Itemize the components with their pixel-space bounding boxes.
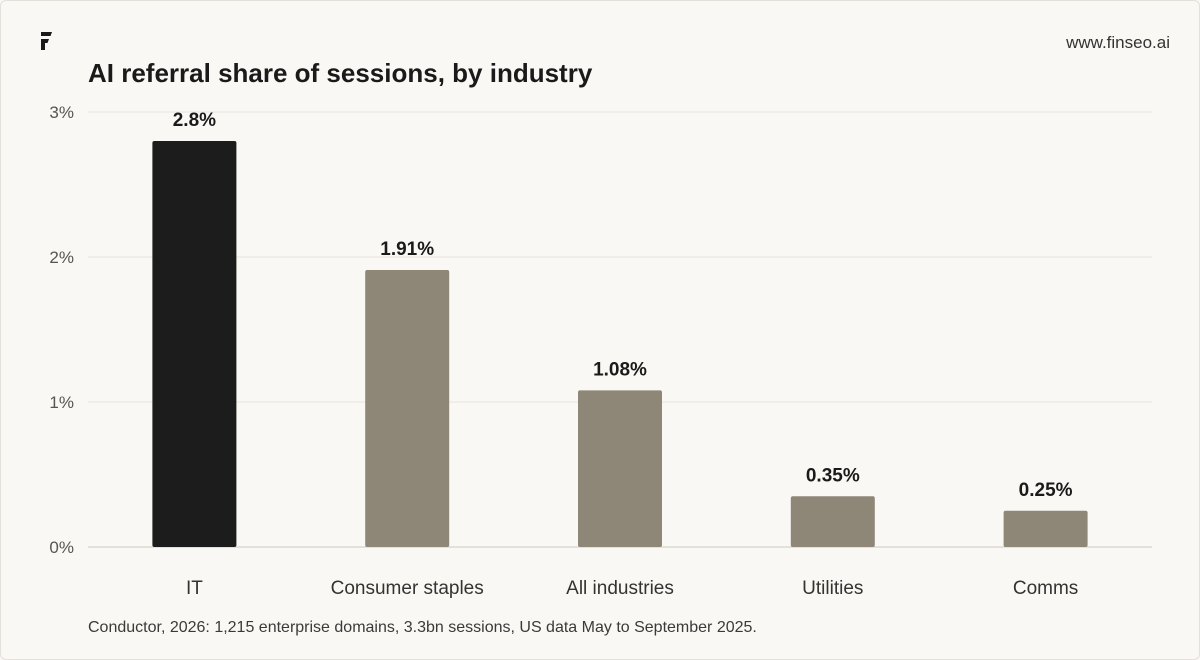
x-category-label: Comms [1013, 578, 1078, 599]
chart-title: AI referral share of sessions, by indust… [88, 58, 593, 88]
y-tick-label: 3% [49, 103, 74, 122]
bar-value-label: 0.35% [806, 465, 860, 486]
finseo-logo-icon [41, 32, 52, 50]
y-tick-label: 0% [49, 538, 74, 557]
bar [790, 496, 875, 547]
x-category-label: Consumer staples [331, 578, 484, 599]
x-category-label: Utilities [802, 578, 863, 599]
bar-value-label: 0.25% [1019, 480, 1073, 501]
y-tick-label: 2% [49, 248, 74, 267]
bar-value-label: 2.8% [173, 110, 216, 131]
bar [152, 141, 237, 547]
bar-value-label: 1.91% [380, 239, 434, 260]
bar-value-label: 1.08% [593, 359, 647, 380]
bar [1003, 510, 1088, 547]
y-tick-label: 1% [49, 393, 74, 412]
x-category-label: IT [186, 578, 203, 599]
x-category-label: All industries [566, 578, 674, 599]
source-note: Conductor, 2026: 1,215 enterprise domain… [88, 619, 757, 636]
bar [578, 390, 662, 547]
site-url: www.finseo.ai [1066, 33, 1170, 52]
bar-chart: 0% 1% 2% 3% 2.8% IT 1.91% Consumer staples 1.08%… [49, 103, 1152, 599]
bar [365, 270, 450, 547]
